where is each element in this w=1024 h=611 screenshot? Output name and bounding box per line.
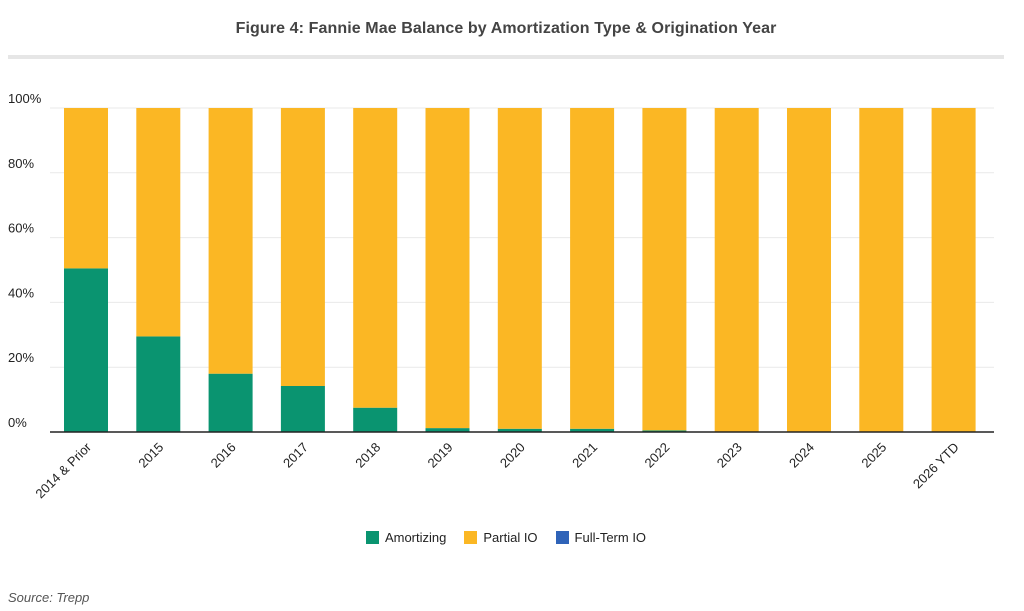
x-tick-label: 2024 (786, 440, 817, 471)
x-tick-label: 2019 (425, 440, 456, 471)
bar-amortizing (353, 407, 398, 432)
bar-amortizing (425, 428, 470, 432)
chart-title: Figure 4: Fannie Mae Balance by Amortiza… (235, 20, 777, 37)
x-tick-label: 2023 (714, 440, 745, 471)
y-tick-label: 20% (8, 350, 34, 365)
x-tick-label: 2022 (641, 440, 672, 471)
x-tick-label: 2020 (497, 440, 528, 471)
legend-label-partial-io: Partial IO (483, 530, 538, 545)
x-tick-label: 2021 (569, 440, 600, 471)
source-note: Source: Trepp (8, 590, 90, 605)
bar-amortizing (642, 430, 687, 432)
y-tick-label: 40% (8, 285, 34, 300)
legend-label-full-term-io: Full-Term IO (574, 530, 647, 545)
legend-swatch-partial-io (464, 531, 478, 544)
bar-partial-io (64, 108, 108, 269)
bar-partial-io (208, 108, 253, 374)
bar-partial-io (353, 108, 398, 408)
bar-amortizing (570, 428, 615, 432)
legend-item-partial-io: Partial IO (464, 530, 538, 545)
bar-partial-io (425, 108, 470, 429)
bar-partial-io (136, 108, 181, 337)
legend-swatch-full-term-io (555, 531, 569, 544)
legend-item-full-term-io: Full-Term IO (555, 530, 647, 545)
x-tick-label: 2026 YTD (910, 440, 962, 492)
legend-item-amortizing: Amortizing (365, 530, 447, 545)
bar-partial-io (931, 108, 976, 432)
y-tick-label: 60% (8, 221, 34, 236)
legend-swatch-amortizing (365, 531, 379, 544)
y-tick-label: 80% (8, 156, 34, 171)
bar-partial-io (859, 108, 904, 432)
bar-amortizing (497, 428, 542, 432)
bar-partial-io (497, 108, 542, 429)
y-tick-label: 0% (8, 415, 27, 430)
legend: Amortizing Partial IO Full-Term IO (0, 530, 1012, 545)
x-tick-label: 2015 (135, 440, 166, 471)
bar-amortizing (208, 373, 253, 432)
x-tick-label: 2018 (352, 440, 383, 471)
x-tick-label: 2014 & Prior (32, 439, 94, 501)
legend-label-amortizing: Amortizing (384, 530, 447, 545)
bar-partial-io (642, 108, 687, 431)
y-tick-label: 100% (8, 91, 42, 106)
bar-partial-io (280, 108, 325, 386)
bar-amortizing (136, 336, 181, 432)
x-tick-label: 2025 (858, 440, 889, 471)
x-tick-label: 2017 (280, 440, 311, 471)
title-divider (8, 55, 1004, 59)
bar-amortizing (280, 385, 325, 432)
stacked-bar-chart: 0% 20% 40% 60% 80% 100% 2014 & Prior 2015 2016 20… (8, 91, 994, 501)
bar-amortizing (64, 268, 108, 432)
bar-partial-io (570, 108, 615, 429)
bar-partial-io (714, 108, 759, 432)
bar-partial-io (787, 108, 831, 432)
x-tick-label: 2016 (208, 440, 239, 471)
